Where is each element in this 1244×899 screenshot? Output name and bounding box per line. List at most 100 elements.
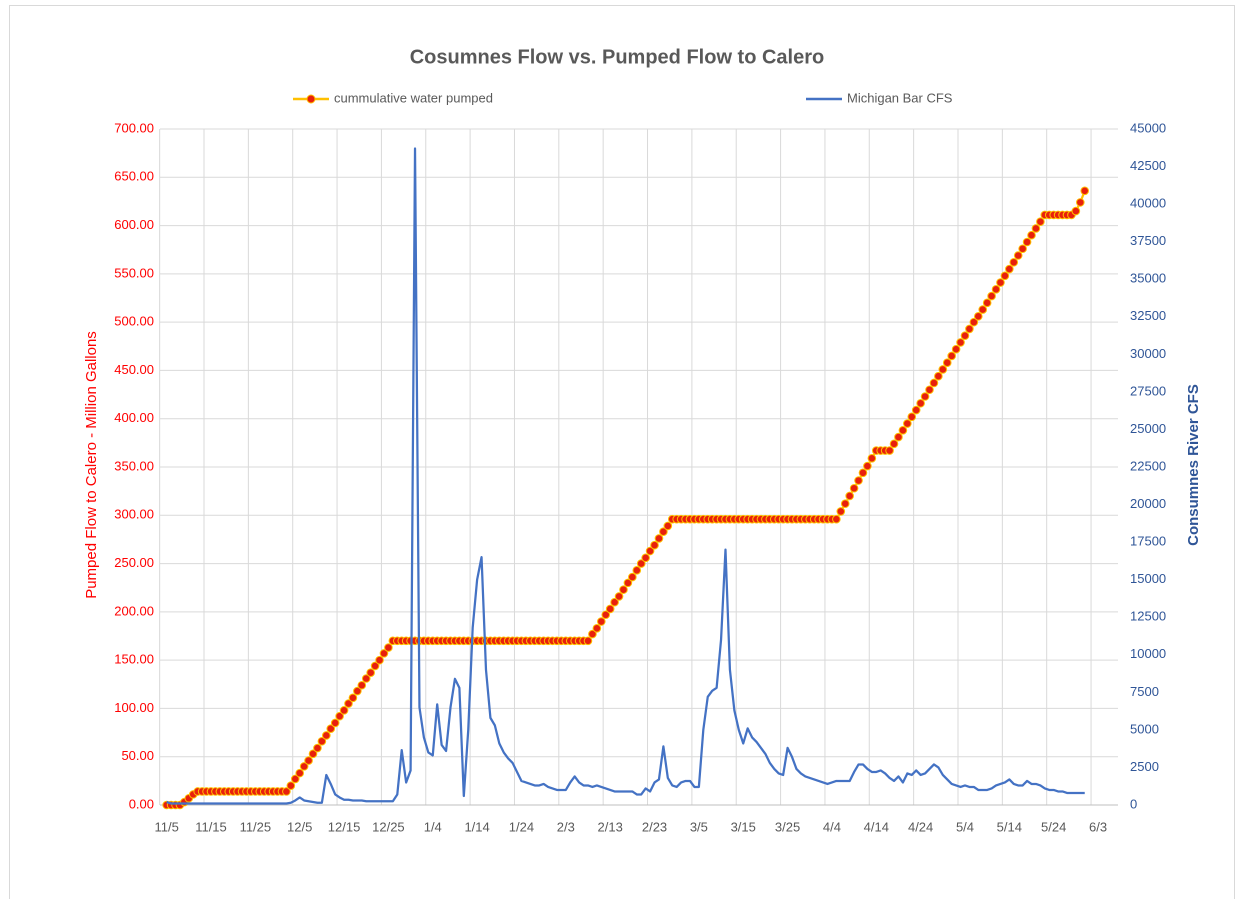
y-tick-label: 550.00	[114, 265, 154, 280]
point	[858, 468, 868, 478]
point	[889, 439, 899, 449]
chart-frame	[9, 5, 1235, 899]
y-tick-label: 450.00	[114, 362, 154, 377]
point	[335, 711, 344, 721]
point	[894, 432, 903, 442]
y-axis-title: Pumped Flow to Calero - Million Gallons	[83, 331, 100, 599]
point	[863, 461, 872, 471]
x-tick-label: 4/4	[823, 819, 841, 834]
x-tick-label: 5/4	[956, 819, 974, 834]
point	[903, 419, 912, 428]
point	[317, 736, 327, 746]
point	[588, 629, 597, 639]
y2-tick-label: 25000	[1130, 421, 1166, 436]
y-tick-label: 700.00	[114, 120, 154, 135]
point	[636, 559, 646, 568]
y-tick-label: 100.00	[114, 700, 154, 715]
x-tick-label: 1/24	[509, 819, 534, 834]
series-line	[166, 147, 1085, 805]
point	[911, 405, 921, 415]
point	[290, 774, 300, 784]
point	[907, 412, 917, 422]
y-tick-label: 400.00	[114, 410, 154, 425]
point	[845, 491, 854, 501]
x-tick-label: 6/3	[1089, 819, 1107, 834]
x-tick-label: 11/25	[240, 819, 272, 834]
y-tick-label: 0.00	[129, 796, 154, 811]
y-tick-label: 650.00	[114, 169, 154, 184]
y2-tick-label: 10000	[1130, 646, 1166, 661]
x-tick-label: 3/25	[775, 819, 800, 834]
point	[357, 680, 367, 690]
legend-label: Michigan Bar CFS	[847, 90, 953, 105]
point	[1022, 237, 1032, 247]
x-tick-label: 12/25	[372, 819, 405, 834]
point	[628, 572, 637, 582]
x-tick-label: 3/5	[690, 819, 708, 834]
y-tick-label: 500.00	[114, 314, 154, 329]
y2-tick-label: 40000	[1130, 196, 1166, 211]
y2-tick-label: 35000	[1130, 271, 1166, 286]
y2-tick-label: 27500	[1130, 383, 1166, 398]
y2-tick-label: 7500	[1130, 684, 1159, 699]
y2-tick-label: 42500	[1130, 158, 1166, 173]
point	[929, 378, 939, 388]
point	[1013, 251, 1023, 260]
point	[960, 331, 970, 340]
point	[947, 351, 956, 361]
point	[982, 298, 992, 308]
y2-tick-label: 5000	[1130, 721, 1159, 736]
y-tick-label: 300.00	[114, 507, 154, 522]
point	[299, 762, 309, 771]
y2-tick-label: 30000	[1130, 346, 1166, 361]
point	[322, 731, 331, 740]
point	[969, 317, 979, 327]
x-tick-label: 2/23	[642, 819, 667, 834]
y2-tick-label: 17500	[1130, 534, 1166, 549]
y2-tick-label: 20000	[1130, 496, 1166, 511]
point	[370, 661, 380, 671]
point	[650, 540, 659, 550]
chart-title: Cosumnes Flow vs. Pumped Flow to Calero	[410, 46, 825, 68]
point	[583, 636, 593, 646]
y-tick-label: 600.00	[114, 217, 154, 232]
point	[366, 668, 375, 677]
y2-tick-label: 12500	[1130, 609, 1166, 624]
point	[1071, 206, 1081, 216]
legend-marker	[306, 94, 316, 104]
point	[663, 521, 673, 531]
y2-axis-title: Consumnes River CFS	[1185, 384, 1202, 546]
point	[956, 338, 965, 347]
point	[885, 446, 894, 455]
point	[353, 686, 362, 696]
point	[645, 546, 655, 556]
x-tick-label: 4/14	[864, 819, 889, 834]
x-tick-label: 11/15	[195, 819, 227, 834]
y-tick-label: 200.00	[114, 603, 154, 618]
y2-tick-label: 45000	[1130, 120, 1166, 135]
y2-tick-label: 37500	[1130, 233, 1166, 248]
point	[1009, 257, 1019, 267]
point	[304, 756, 313, 765]
y-tick-label: 250.00	[114, 555, 154, 570]
point	[375, 655, 384, 665]
point	[916, 398, 925, 408]
point	[898, 426, 908, 435]
point	[996, 278, 1005, 287]
point	[987, 291, 996, 301]
point	[641, 553, 650, 563]
y2-tick-label: 22500	[1130, 458, 1166, 473]
point	[330, 718, 340, 728]
point	[286, 781, 296, 790]
point	[938, 365, 948, 374]
point	[965, 324, 974, 334]
point	[942, 358, 952, 368]
point	[623, 578, 633, 588]
point	[597, 617, 606, 626]
point	[348, 693, 358, 703]
x-tick-label: 12/5	[287, 819, 312, 834]
point	[361, 674, 371, 683]
point	[849, 483, 859, 493]
x-tick-label: 4/24	[908, 819, 933, 834]
